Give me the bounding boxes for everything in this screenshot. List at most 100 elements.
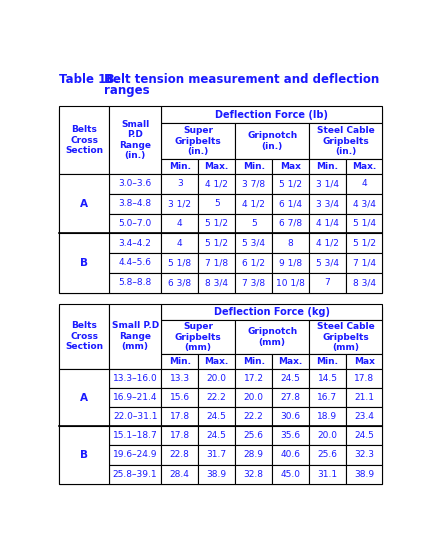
Text: Small
P.D
Range
(in.): Small P.D Range (in.): [119, 120, 151, 160]
Text: Super
Gripbelts
(mm): Super Gripbelts (mm): [175, 322, 221, 352]
Text: Steel Cable
Gripbelts
(mm): Steel Cable Gripbelts (mm): [316, 322, 374, 352]
Bar: [198, 369, 235, 388]
Text: 38.9: 38.9: [206, 470, 226, 478]
Bar: [345, 159, 381, 174]
Text: 23.4: 23.4: [353, 412, 373, 421]
Bar: [345, 233, 381, 253]
Bar: [161, 273, 198, 293]
Text: 5 3/4: 5 3/4: [242, 239, 264, 248]
Bar: [161, 106, 381, 123]
Text: Belts
Cross
Section: Belts Cross Section: [65, 125, 103, 155]
Text: Gripnotch
(mm): Gripnotch (mm): [246, 328, 297, 347]
Bar: [271, 233, 308, 253]
Text: 8 3/4: 8 3/4: [205, 278, 227, 287]
Bar: [308, 446, 345, 465]
Text: 22.8: 22.8: [169, 450, 189, 459]
Text: 3 1/4: 3 1/4: [315, 179, 338, 188]
Bar: [271, 273, 308, 293]
Text: 6 3/8: 6 3/8: [168, 278, 191, 287]
Bar: [161, 426, 198, 446]
Bar: [271, 388, 308, 407]
Bar: [161, 233, 198, 253]
Bar: [59, 306, 381, 484]
Text: 8 3/4: 8 3/4: [352, 278, 375, 287]
Bar: [271, 159, 308, 174]
Bar: [308, 426, 345, 446]
Text: 5 1/2: 5 1/2: [352, 239, 375, 248]
Bar: [109, 106, 161, 174]
Text: Max.: Max.: [204, 162, 228, 171]
Text: B: B: [80, 450, 88, 460]
Text: 28.9: 28.9: [243, 450, 263, 459]
Text: 3.0–3.6: 3.0–3.6: [118, 179, 151, 188]
Bar: [308, 159, 345, 174]
Bar: [198, 159, 235, 174]
Text: 4 1/2: 4 1/2: [242, 199, 264, 208]
Bar: [235, 426, 271, 446]
Text: 4 1/4: 4 1/4: [315, 219, 338, 228]
Bar: [271, 426, 308, 446]
Bar: [161, 354, 198, 369]
Bar: [235, 174, 271, 194]
Bar: [308, 253, 345, 273]
Text: 10 1/8: 10 1/8: [276, 278, 304, 287]
Text: 4 3/4: 4 3/4: [352, 199, 375, 208]
Bar: [271, 174, 308, 194]
Bar: [271, 213, 308, 233]
Text: 5: 5: [213, 199, 219, 208]
Bar: [345, 369, 381, 388]
Bar: [161, 304, 381, 320]
Bar: [198, 253, 235, 273]
Bar: [109, 304, 161, 369]
Text: 22.2: 22.2: [243, 412, 263, 421]
Bar: [161, 465, 198, 484]
Text: 6 1/4: 6 1/4: [279, 199, 301, 208]
Text: 13.3–16.0: 13.3–16.0: [113, 374, 157, 383]
Bar: [198, 194, 235, 213]
Bar: [308, 465, 345, 484]
Text: 5 1/8: 5 1/8: [168, 258, 191, 268]
Bar: [198, 407, 235, 426]
Text: 13.3: 13.3: [169, 374, 189, 383]
Bar: [109, 407, 161, 426]
Bar: [235, 369, 271, 388]
Text: 4 1/2: 4 1/2: [315, 239, 338, 248]
Text: 3.8–4.8: 3.8–4.8: [118, 199, 151, 208]
Text: 35.6: 35.6: [280, 431, 300, 440]
Bar: [59, 304, 109, 369]
Text: Min.: Min.: [242, 162, 264, 171]
Text: 9 1/8: 9 1/8: [279, 258, 301, 268]
Bar: [59, 174, 109, 233]
Text: 25.8–39.1: 25.8–39.1: [113, 470, 157, 478]
Text: 17.8: 17.8: [169, 412, 189, 421]
Bar: [109, 388, 161, 407]
Bar: [271, 194, 308, 213]
Text: 3: 3: [176, 179, 182, 188]
Text: 32.3: 32.3: [353, 450, 373, 459]
Bar: [345, 253, 381, 273]
Text: 45.0: 45.0: [280, 470, 300, 478]
Bar: [161, 253, 198, 273]
Text: 15.6: 15.6: [169, 393, 189, 402]
Text: Min.: Min.: [242, 357, 264, 366]
Bar: [308, 194, 345, 213]
Bar: [198, 233, 235, 253]
Bar: [235, 159, 271, 174]
Text: Belt tension measurement and deflection: Belt tension measurement and deflection: [104, 73, 379, 86]
Bar: [271, 253, 308, 273]
Bar: [109, 465, 161, 484]
Text: Max.: Max.: [351, 162, 375, 171]
Bar: [109, 213, 161, 233]
Bar: [161, 194, 198, 213]
Bar: [308, 320, 381, 354]
Text: 5 1/2: 5 1/2: [205, 219, 227, 228]
Text: 8: 8: [287, 239, 293, 248]
Text: Super
Gripbelts
(in.): Super Gripbelts (in.): [175, 126, 221, 156]
Bar: [345, 446, 381, 465]
Text: ranges: ranges: [104, 84, 150, 97]
Bar: [109, 233, 161, 253]
Bar: [308, 369, 345, 388]
Text: A: A: [80, 199, 88, 209]
Text: 16.7: 16.7: [316, 393, 337, 402]
Text: 18.9: 18.9: [316, 412, 337, 421]
